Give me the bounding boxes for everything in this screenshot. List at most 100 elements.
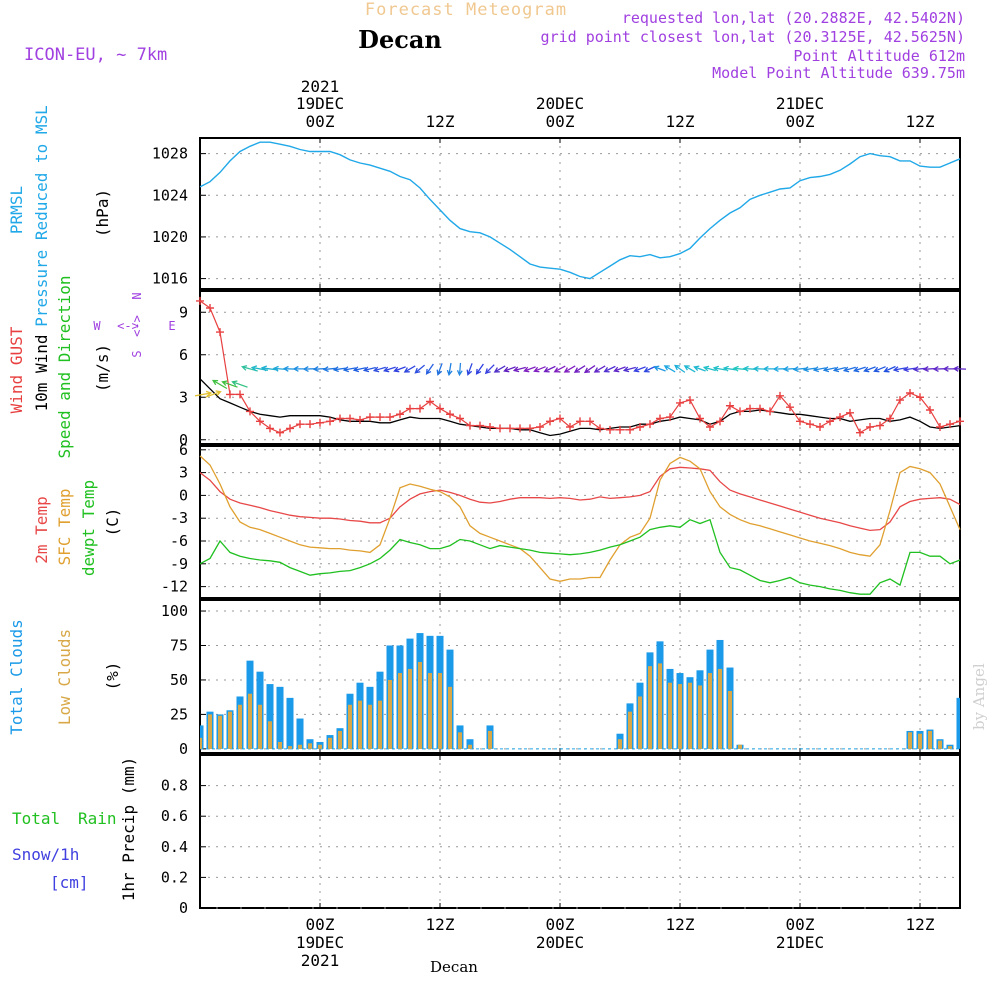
wind-arrow [674, 364, 686, 373]
ytick-label-pressure: 1024 [152, 186, 188, 204]
panels: 1016 1020 1024 1028 0 3 6 9 6 3 0 -3 -6 -9 -12 0 25 50 75 1… [152, 137, 967, 917]
wind-arrow [446, 362, 453, 377]
top-tick-label: 12Z [666, 112, 695, 131]
top-tick-label: 12Z [906, 112, 935, 131]
gust-marker [306, 420, 314, 429]
bottom-tick-label: 21DEC [776, 933, 824, 952]
gust-marker [266, 424, 274, 433]
low-cloud-bar [448, 686, 452, 749]
gust-marker [386, 413, 394, 422]
low-cloud-bar [668, 682, 672, 749]
gust-marker [626, 425, 634, 434]
low-cloud-bar [298, 744, 302, 749]
wind-arrow [873, 366, 886, 373]
wind-arrow [912, 366, 927, 373]
wind-arrow [403, 365, 416, 373]
wind-arrow [683, 365, 696, 373]
wind-arrow [702, 365, 716, 372]
wind-arrow [523, 366, 536, 373]
gust-marker [606, 425, 614, 434]
wind-arrow [194, 390, 213, 397]
low-cloud-bar [658, 663, 662, 749]
ytick-label-precip: 0.8 [161, 777, 188, 795]
ytick-label-temperature: 3 [179, 464, 188, 482]
bottom-tick-label: 2021 [301, 951, 340, 970]
low-cloud-bar [378, 700, 382, 749]
gust-marker [756, 404, 764, 413]
total-cloud-bar [466, 739, 474, 749]
wind-arrow [221, 380, 238, 388]
gust-marker [586, 417, 594, 426]
label-low-clouds: Low Clouds [55, 629, 74, 725]
ytick-label-temperature: -3 [170, 509, 188, 527]
ytick-label-temperature: -6 [170, 532, 188, 550]
gust-marker [496, 424, 504, 433]
gust-marker [196, 296, 204, 305]
low-cloud-bar [358, 700, 362, 749]
gust-marker [666, 413, 674, 422]
precip-labels: Total Rain Snow/1h [cm] 1hr Precip (mm) [12, 757, 138, 902]
ytick-label-clouds: 100 [161, 602, 188, 620]
low-cloud-bar [238, 704, 242, 749]
gust-marker [936, 423, 944, 431]
low-cloud-bar [268, 721, 272, 749]
gust-marker [216, 328, 224, 337]
gust-marker [376, 413, 384, 422]
low-cloud-bar [318, 744, 322, 749]
gust-marker [206, 304, 214, 312]
temperature-labels: 2m Temp SFC Temp dewpt Temp (C) [32, 480, 122, 576]
wind-arrow [822, 366, 837, 373]
ytick-label-clouds: 0 [179, 740, 188, 758]
total-cloud-bar [296, 718, 304, 749]
wind-arrow [484, 364, 495, 375]
wind-arrow [583, 365, 596, 374]
wind-arrow [812, 366, 827, 373]
low-cloud-bar [718, 668, 722, 749]
ytick-label-wind: 3 [179, 388, 188, 406]
low-cloud-bar [908, 732, 912, 749]
label-sfc-temp: SFC Temp [55, 488, 74, 565]
gust-marker [696, 414, 704, 423]
gust-marker [516, 424, 524, 433]
low-cloud-bar [328, 737, 332, 749]
ytick-label-temperature: 6 [179, 441, 188, 459]
low-cloud-bar [708, 673, 712, 749]
gust-marker [506, 424, 514, 433]
wind-arrow [732, 365, 747, 372]
low-cloud-bar [938, 740, 942, 749]
ytick-label-wind: 0 [179, 431, 188, 449]
low-cloud-bar [618, 739, 622, 749]
gust-marker [286, 424, 294, 433]
ytick-label-pressure: 1020 [152, 228, 188, 246]
wind-arrow [663, 365, 676, 373]
low-cloud-bar [258, 704, 262, 749]
wind-arrow [853, 366, 866, 373]
gust-marker [786, 403, 794, 412]
gust-marker [836, 413, 844, 422]
wind-arrow [456, 362, 463, 377]
label-2m-temp: 2m Temp [32, 496, 51, 563]
low-cloud-bar [200, 737, 202, 749]
gust-marker [876, 421, 884, 430]
low-cloud-bar [678, 684, 682, 749]
gust-marker [736, 407, 744, 416]
wind-arrow [493, 365, 506, 373]
panel-frame-temperature [199, 445, 961, 599]
point-altitude: Point Altitude 612m [793, 47, 965, 65]
wind-arrow [211, 379, 228, 390]
footer-location: Decan [430, 958, 478, 976]
wind-arrow [205, 390, 222, 398]
ytick-label-clouds: 25 [170, 705, 188, 723]
gust-marker [416, 404, 424, 413]
wind-arrow [372, 366, 386, 373]
wind-arrow [633, 366, 646, 373]
panel-temperature: 6 3 0 -3 -6 -9 -12 [161, 441, 961, 599]
top-tick-label: 20DEC [536, 94, 584, 113]
gust-marker [526, 424, 534, 433]
ytick-label-precip: 0.4 [161, 838, 188, 856]
wind-arrow [902, 366, 916, 373]
gust-marker [346, 414, 354, 423]
temp-dewpt-line [199, 518, 961, 595]
requested-coords: requested lon,lat (20.2882E, 42.5402N) [622, 9, 965, 27]
wind-arrow [712, 365, 727, 372]
